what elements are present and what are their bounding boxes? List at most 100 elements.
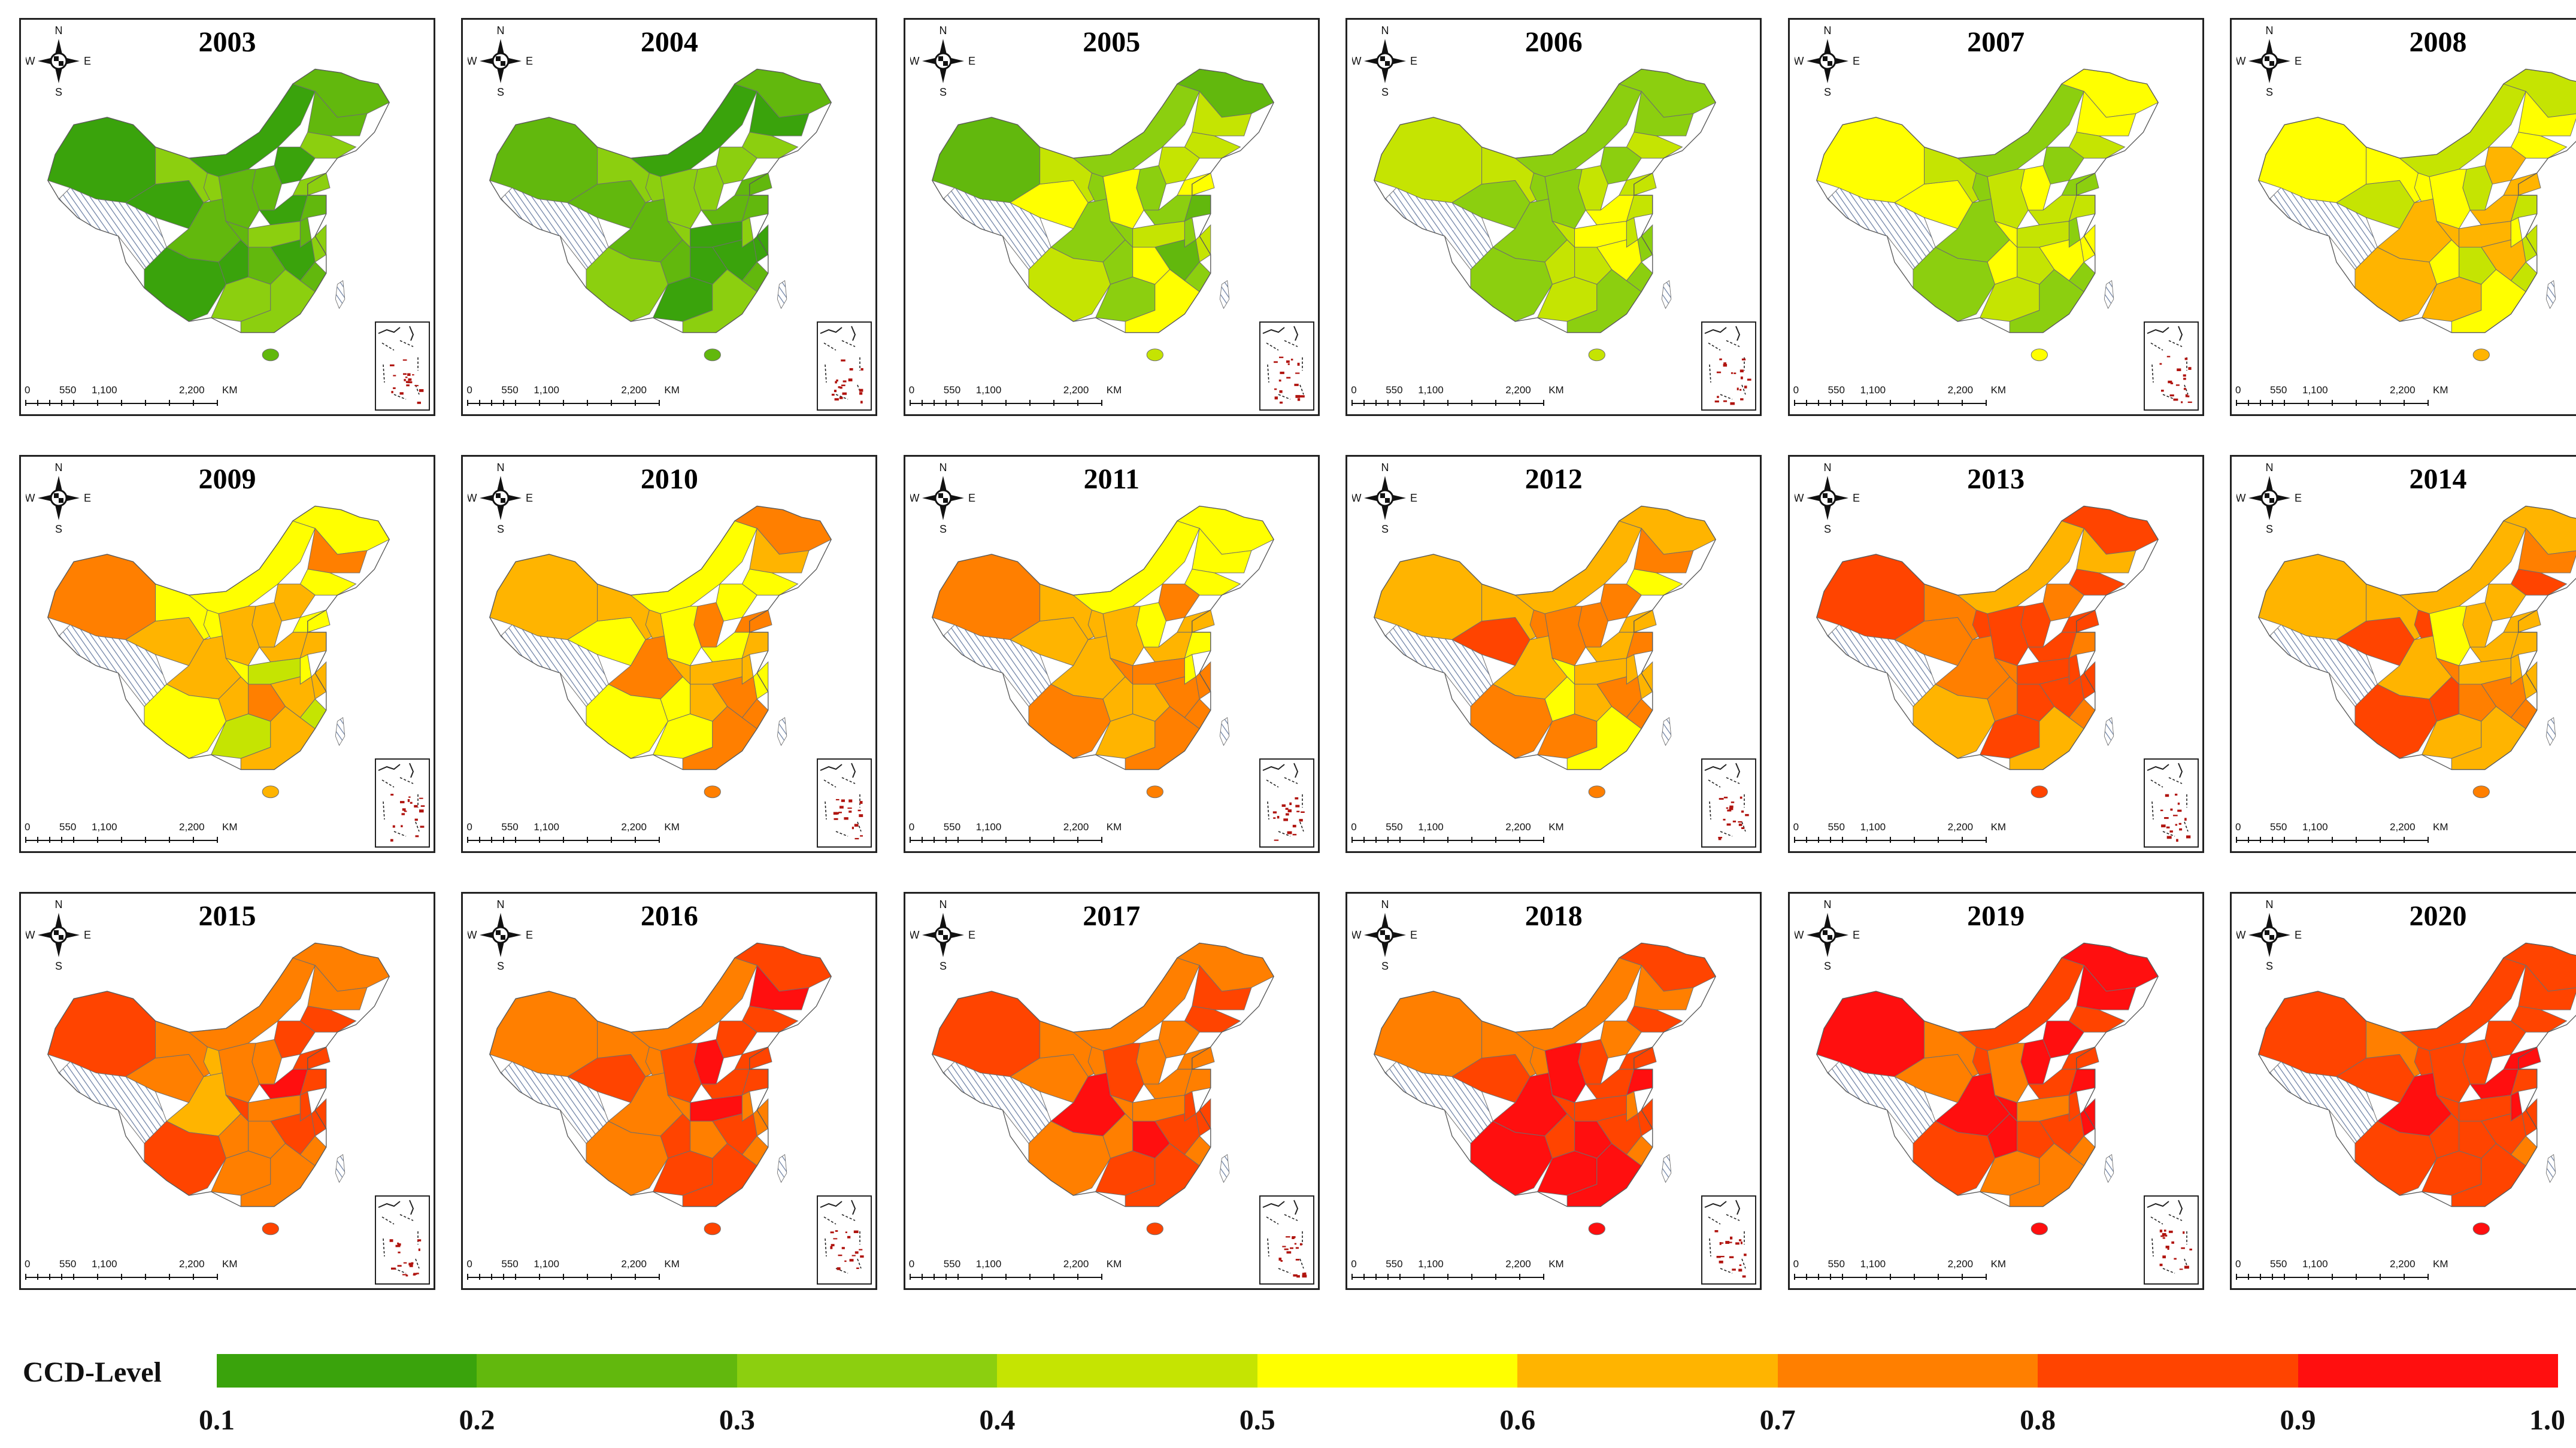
legend-tick-label: 0.3 [719,1404,755,1436]
scale-bar: 0 550 1,100 2,200 KM [25,821,252,845]
country-outline [931,942,1274,1207]
compass-rose-icon: N S W E [1793,895,1860,973]
region-sd [292,1046,331,1070]
scale-label-t1: 550 [943,384,961,396]
country-outline [2258,68,2576,333]
region-yn [144,247,226,322]
compass-rose-icon: N S W E [25,458,92,536]
scale-bar: 0 550 1,100 2,200 KM [2235,384,2463,408]
year-label: 2013 [1967,463,2025,495]
map-panel-2018: 2018 N S W E 0 550 1,100 2,200 KM [1345,892,1762,1290]
scale-label-t1: 550 [1828,821,1845,833]
scale-label-t2: 1,100 [1418,821,1444,833]
scale-label-t1: 550 [59,1258,77,1270]
region-xj [47,554,156,640]
compass-s: S [55,523,62,535]
region-taiwan [2545,717,2556,746]
scale-label-unit: KM [222,821,238,833]
scale-bar: 0 550 1,100 2,200 KM [909,384,1137,408]
scale-bar: 0 550 1,100 2,200 KM [2235,1258,2463,1282]
scale-label-unit: KM [222,384,238,396]
country-outline [47,68,390,333]
compass-e: E [526,55,533,67]
region-taiwan [335,1154,346,1183]
south-china-sea-inset [375,1195,430,1285]
country-outline [1374,942,1717,1207]
map-panel-2003: 2003 N S W E 0 550 1,100 2,200 KM [19,18,435,416]
region-yn [2354,1121,2437,1196]
region-hainan [262,1222,279,1235]
compass-n: N [497,462,505,473]
region-sd [292,609,331,633]
south-china-sea-inset [817,1195,872,1285]
compass-e: E [1853,492,1860,504]
region-taiwan [2104,717,2114,746]
scale-bar: 0 550 1,100 2,200 KM [25,384,252,408]
scale-label-t3: 2,200 [621,1258,647,1270]
compass-rose-icon: N S W E [1793,21,1860,99]
map-panel-2005: 2005 N S W E 0 550 1,100 2,200 KM [903,18,1320,416]
compass-s: S [2266,523,2273,535]
region-yn [2354,247,2437,322]
legend-swatch-3 [997,1354,1257,1388]
compass-e: E [1853,929,1860,941]
region-sd [2503,1046,2541,1070]
scale-label-t1: 550 [501,821,519,833]
scale-label-t1: 550 [1828,1258,1845,1270]
map-panel-2007: 2007 N S W E 0 550 1,100 2,200 KM [1787,18,2204,416]
region-sd [1619,172,1657,196]
compass-w: W [2236,929,2246,941]
south-china-sea-inset [1259,321,1314,411]
year-label: 2019 [1967,900,2025,932]
region-sd [292,172,331,196]
compass-s: S [1381,960,1389,972]
region-xj [2258,991,2367,1077]
legend-tick-label: 0.4 [979,1404,1016,1436]
compass-e: E [84,929,91,941]
south-china-sea-inset [2143,758,2199,848]
region-sd [2060,172,2099,196]
compass-w: W [910,929,920,941]
scale-label-t2: 1,100 [534,821,559,833]
scale-label-unit: KM [1106,384,1122,396]
scale-label-t3: 2,200 [179,1258,205,1270]
scale-bar: 0 550 1,100 2,200 KM [466,821,694,845]
scale-label-unit: KM [2433,384,2448,396]
region-taiwan [777,717,787,746]
country-outline [931,68,1274,333]
scale-label-t2: 1,100 [1860,384,1886,396]
compass-n: N [497,25,505,37]
scale-label-unit: KM [2433,1258,2448,1270]
region-hainan [2472,1222,2490,1235]
compass-w: W [1795,492,1804,504]
scale-label-t2: 1,100 [534,384,559,396]
region-yn [586,1121,669,1196]
region-taiwan [335,280,346,309]
china-map [1816,942,2159,1235]
year-label: 2015 [198,900,256,932]
compass-w: W [1795,55,1804,67]
compass-s: S [1824,960,1831,972]
legend-swatch-4 [1257,1354,1518,1388]
south-china-sea-inset [1701,758,1757,848]
region-hainan [1146,1222,1163,1235]
scale-label-t0: 0 [466,821,472,833]
region-yn [1470,247,1553,322]
region-taiwan [335,717,346,746]
region-taiwan [2545,280,2556,309]
map-panel-2017: 2017 N S W E 0 550 1,100 2,200 KM [903,892,1320,1290]
scale-label-t2: 1,100 [975,384,1002,396]
compass-s: S [55,960,62,972]
region-xj [1374,117,1483,204]
scale-label-t0: 0 [1793,384,1799,396]
legend-tick-label: 0.1 [199,1404,235,1436]
china-map [2258,942,2576,1235]
region-taiwan [777,1154,787,1183]
map-panel-2015: 2015 N S W E 0 550 1,100 2,200 KM [19,892,435,1290]
compass-e: E [1853,55,1860,67]
map-panel-2012: 2012 N S W E 0 550 1,100 2,200 KM [1345,455,1762,853]
compass-s: S [1381,523,1389,535]
compass-s: S [1824,523,1831,535]
china-map [1816,505,2159,799]
compass-s: S [1824,86,1831,98]
